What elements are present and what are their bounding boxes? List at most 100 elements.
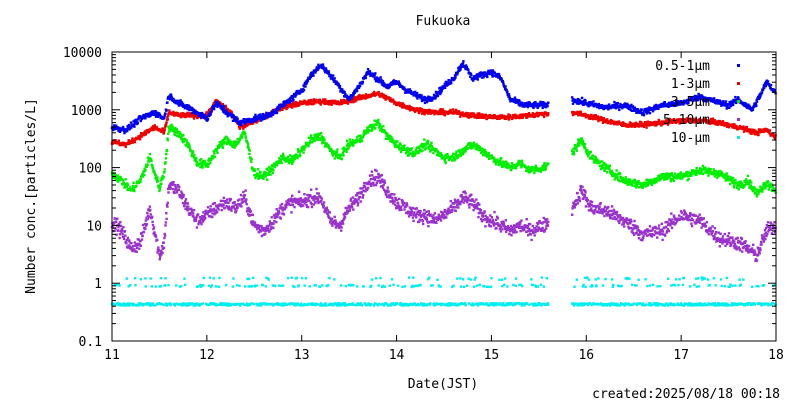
data-point	[202, 216, 205, 220]
data-point	[316, 192, 319, 195]
data-point	[366, 131, 370, 134]
data-point	[216, 151, 219, 154]
data-point	[406, 146, 409, 150]
data-point	[379, 185, 383, 188]
data-point	[291, 201, 294, 204]
data-point	[263, 228, 267, 231]
data-point	[157, 246, 160, 249]
data-point	[234, 211, 237, 214]
data-point	[429, 150, 432, 153]
data-point	[386, 186, 389, 189]
data-point	[680, 215, 683, 219]
data-point	[365, 304, 368, 307]
data-point	[162, 241, 165, 244]
data-point	[201, 160, 205, 163]
data-point	[183, 277, 186, 280]
data-point	[267, 278, 270, 281]
data-point	[362, 194, 365, 197]
data-point	[631, 283, 634, 287]
data-point	[641, 186, 644, 189]
data-point	[665, 231, 668, 234]
data-point	[413, 211, 416, 214]
data-point	[393, 203, 397, 206]
data-point	[730, 176, 733, 180]
data-point	[154, 285, 158, 288]
data-point	[173, 304, 177, 307]
data-point	[657, 304, 660, 307]
data-point	[439, 152, 443, 155]
data-point	[728, 241, 732, 244]
data-point	[324, 210, 327, 214]
data-point	[264, 285, 267, 288]
data-point	[699, 218, 702, 222]
data-point	[278, 212, 281, 215]
data-point	[209, 285, 213, 289]
data-point	[300, 276, 304, 280]
data-point	[238, 198, 241, 201]
data-point	[239, 193, 243, 197]
data-point	[501, 228, 504, 231]
data-point	[113, 217, 117, 220]
data-point	[455, 303, 459, 306]
data-point	[453, 159, 456, 162]
data-point	[384, 130, 387, 133]
data-point	[182, 140, 185, 143]
data-point	[546, 218, 549, 221]
data-point	[525, 218, 528, 221]
data-point	[733, 184, 736, 187]
data-point	[248, 303, 252, 307]
data-point	[731, 181, 734, 185]
data-point	[496, 222, 499, 225]
data-point	[712, 168, 715, 171]
data-point	[443, 303, 447, 307]
data-point	[544, 218, 547, 221]
data-point	[477, 302, 480, 305]
data-point	[514, 303, 517, 306]
data-point	[357, 198, 360, 201]
data-point	[124, 234, 127, 237]
data-point	[347, 147, 350, 150]
data-point	[358, 191, 361, 194]
data-point	[498, 227, 501, 231]
data-point	[630, 220, 633, 223]
data-point	[141, 132, 144, 135]
data-point	[750, 285, 754, 289]
data-point	[698, 217, 701, 220]
data-point	[203, 161, 207, 164]
data-point	[269, 222, 272, 225]
data-point	[351, 205, 354, 209]
data-point	[707, 167, 710, 170]
data-point	[273, 165, 276, 169]
data-point	[132, 181, 135, 184]
data-point	[267, 227, 270, 230]
data-point	[379, 124, 382, 127]
data-point	[307, 196, 310, 200]
data-point	[368, 180, 371, 183]
data-point	[580, 137, 583, 140]
data-point	[714, 232, 717, 236]
data-point	[496, 217, 500, 220]
data-point	[158, 189, 161, 193]
data-point	[307, 103, 310, 106]
data-point	[738, 249, 742, 252]
data-point	[527, 234, 530, 237]
data-point	[665, 229, 669, 233]
data-point	[404, 211, 408, 215]
data-point	[307, 145, 310, 148]
data-point	[666, 228, 670, 231]
data-point	[163, 232, 166, 236]
data-point	[481, 215, 485, 218]
data-point	[141, 175, 145, 178]
data-point	[242, 196, 246, 200]
data-point	[151, 167, 155, 170]
data-point	[303, 302, 306, 306]
data-point	[161, 127, 164, 130]
data-point	[400, 147, 404, 150]
data-point	[235, 303, 238, 306]
data-point	[449, 157, 452, 161]
data-point	[470, 303, 473, 307]
data-point	[700, 226, 703, 229]
data-point	[729, 283, 732, 286]
data-point	[163, 171, 166, 174]
data-point	[171, 187, 174, 191]
